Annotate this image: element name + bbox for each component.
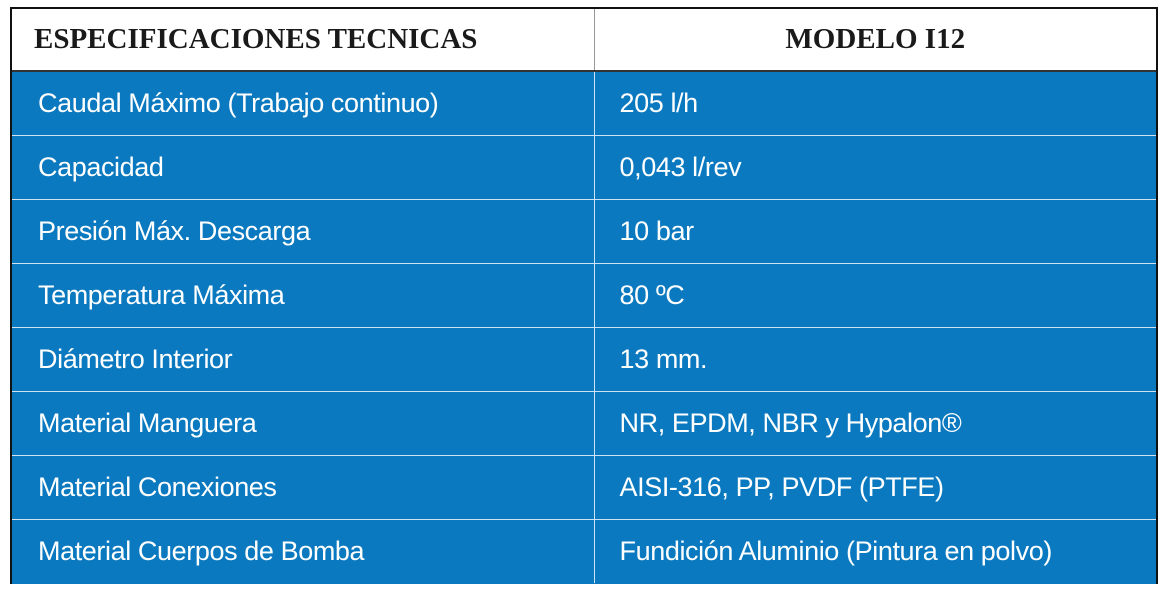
spec-row: Caudal Máximo (Trabajo continuo) 205 l/h [12,71,1156,136]
spec-value: 13 mm. [593,327,1156,392]
spec-label: Capacidad [12,135,594,200]
spec-value: Fundición Aluminio (Pintura en polvo) [593,519,1156,583]
spec-label: Material Cuerpos de Bomba [12,519,594,583]
spec-row: Material Conexiones AISI-316, PP, PVDF (P… [12,455,1156,520]
spec-row: Presión Máx. Descarga 10 bar [12,199,1156,264]
spec-label: Temperatura Máxima [12,263,594,328]
header-cell: ESPECIFICACIONES TECNICAS [12,9,595,72]
spec-row: Capacidad 0,043 l/rev [12,135,1156,200]
spec-label: Caudal Máximo (Trabajo continuo) [38,88,439,118]
spec-row: Material Manguera NR, EPDM, NBR y Hypalon… [12,391,1156,456]
header-cell: MODELO I12 [594,9,1156,72]
spec-table: ESPECIFICACIONES TECNICAS MODELO I12 Cau… [12,9,1156,583]
header-row: ESPECIFICACIONES TECNICAS MODELO I12 [12,9,1156,72]
spec-table-frame: ESPECIFICACIONES TECNICAS MODELO I12 Cau… [10,7,1158,584]
spec-label: Material Manguera [12,391,594,456]
spec-value: NR, EPDM, NBR y Hypalon® [593,391,1156,456]
spec-row: Material Cuerpos de Bomba Fundición Alumi… [12,519,1156,583]
spec-label: Presión Máx. Descarga [12,199,594,264]
spec-value: 0,043 l/rev [593,135,1156,200]
spec-row: Temperatura Máxima 80 ºC [12,263,1156,328]
spec-label: Material Conexiones [12,455,594,520]
spec-value: 205 l/h [593,71,1156,136]
spec-value: 80 ºC [593,263,1156,328]
spec-value: AISI-316, PP, PVDF (PTFE) [593,455,1156,520]
spec-label: Diámetro Interior [12,327,594,392]
spec-value: 10 bar [593,199,1156,264]
spec-row: Diámetro Interior 13 mm. [12,327,1156,392]
